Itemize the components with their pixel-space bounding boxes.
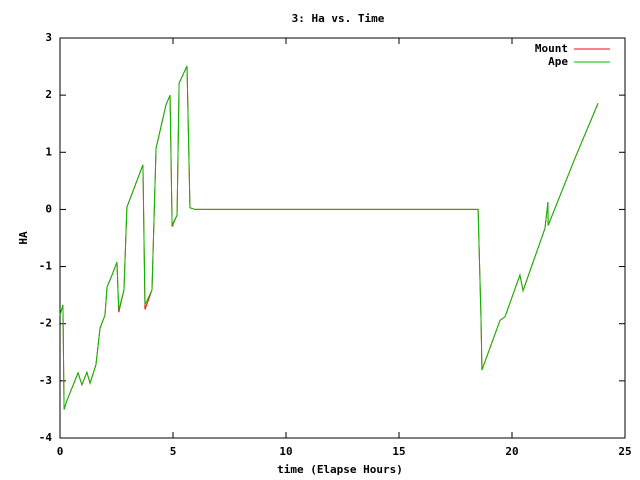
x-tick-label: 5 [170,445,177,458]
x-tick-label: 10 [279,445,292,458]
x-tick-label: 0 [57,445,64,458]
line-series [59,65,599,410]
x-tick-label: 15 [392,445,405,458]
y-tick-label: -3 [39,374,52,387]
plot-frame [59,37,626,439]
chart-title: 3: Ha vs. Time [292,12,385,25]
x-tick-label: 25 [618,445,631,458]
y-axis-label: HA [17,231,30,245]
y-tick-label: -2 [39,317,52,330]
legend-label: Ape [548,55,568,68]
y-tick-label: 2 [45,88,52,101]
x-axis-label: time (Elapse Hours) [277,463,403,476]
y-tick-label: -1 [39,260,53,273]
y-tick-label: 3 [45,31,52,44]
legend-label: Mount [535,42,568,55]
y-tick-label: -4 [39,431,53,444]
y-tick-label: 1 [45,145,52,158]
x-tick-label: 20 [505,445,518,458]
line-series [59,65,599,410]
y-tick-label: 0 [45,202,52,215]
